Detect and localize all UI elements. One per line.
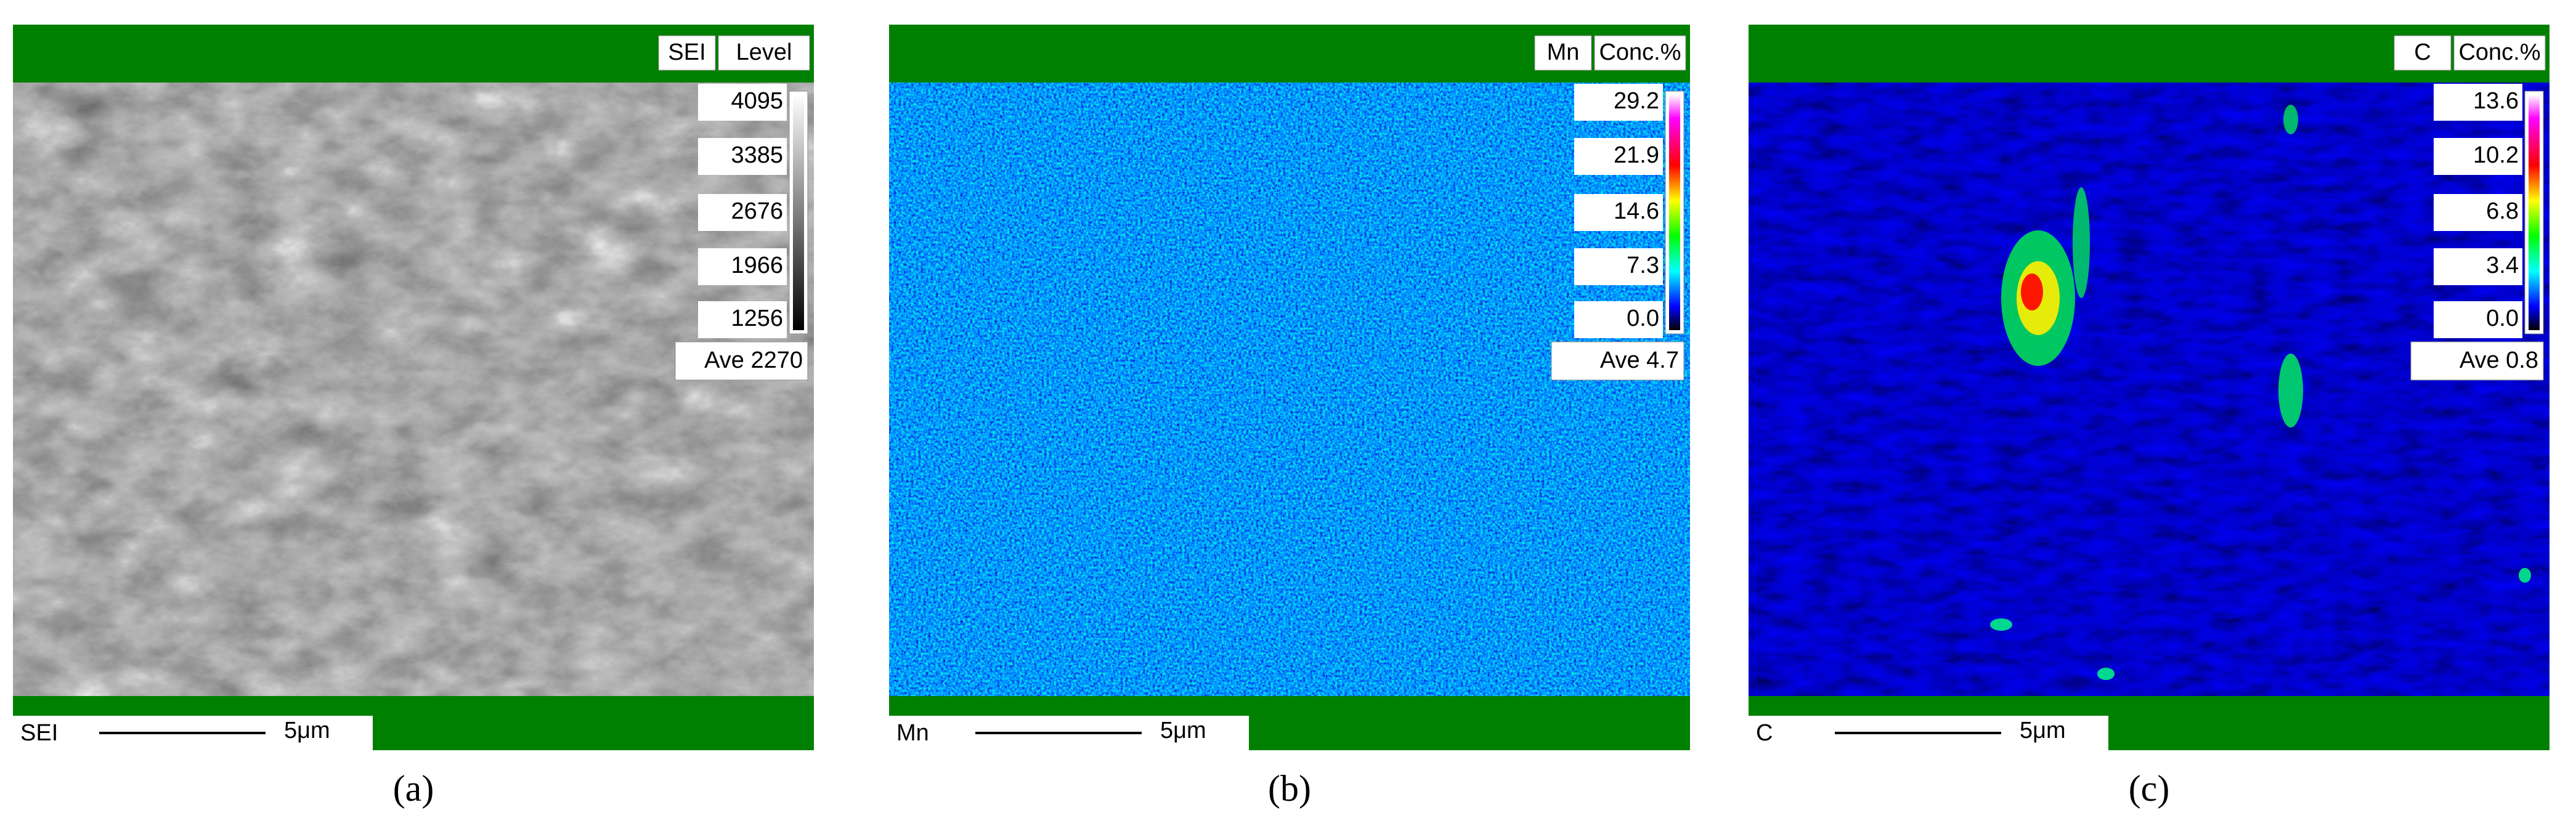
concentration-spot [2278, 354, 2303, 427]
bottom-label: SEI [20, 720, 58, 746]
tag-label: Conc.% [2458, 39, 2540, 65]
average-box [1551, 341, 1684, 381]
scale-tick-box [1574, 248, 1663, 285]
concentration-spot [2073, 187, 2090, 298]
scale-tick-label: 2676 [731, 198, 783, 224]
caption: (c) [2129, 768, 2170, 809]
scale-tick-box [698, 301, 787, 338]
scale-tick-box [1574, 194, 1663, 231]
scale-tick-label: 6.8 [2486, 198, 2519, 224]
tag-label: Level [736, 39, 792, 65]
colorbar [1669, 95, 1680, 330]
scale-tick-box [2434, 138, 2522, 175]
average-box [2410, 341, 2544, 381]
scale-tick-label: 21.9 [1614, 142, 1659, 168]
panel: Mn Conc.% 29.2 21.9 14.6 7.3 0.0 Ave 4.7 Mn 5μm (b… [889, 25, 1690, 809]
tag-box [718, 35, 810, 71]
scale-tick-label: 3385 [731, 142, 783, 168]
concentration-spot [1990, 618, 2012, 631]
bottom-label: C [1756, 720, 1773, 746]
average-label: Ave 4.7 [1600, 347, 1679, 373]
tag-label: Conc.% [1599, 39, 1681, 65]
scale-tick-box [1574, 84, 1663, 121]
scale-tick-label: 0.0 [1627, 306, 1659, 331]
scale-tick-box [2434, 248, 2522, 285]
panel: SEI Level 4095 3385 2676 1966 1256 Ave 2270 SEI 5… [13, 25, 814, 809]
scale-tick-box [698, 138, 787, 175]
scale-tick-label: 4095 [731, 88, 783, 114]
concentration-spot [2097, 668, 2115, 680]
map-texture [1749, 83, 2550, 696]
map-texture [889, 83, 1690, 696]
scale-tick-box [698, 84, 787, 121]
scale-tick-box [2434, 301, 2522, 338]
tag-box [1594, 35, 1686, 71]
colorbar [2529, 95, 2540, 330]
tag-label: C [2414, 39, 2431, 65]
scale-tick-box [1574, 301, 1663, 338]
tag-box [2453, 35, 2546, 71]
concentration-spot [2519, 568, 2531, 583]
scale-tick-label: 10.2 [2473, 142, 2519, 168]
scale-tick-label: 1256 [731, 306, 783, 331]
scale-tick-label: 0.0 [2486, 306, 2519, 331]
scale-tick-label: 7.3 [1627, 253, 1659, 278]
bottom-label: Mn [896, 720, 929, 746]
tag-box [1534, 35, 1592, 71]
tag-label: Mn [1547, 39, 1580, 65]
scale-tick-box [2434, 194, 2522, 231]
tag-label: SEI [668, 39, 705, 65]
scale-tick-box [698, 248, 787, 285]
map-texture [13, 83, 814, 696]
caption: (a) [393, 768, 434, 809]
scale-tick-box [2434, 84, 2522, 121]
scale-tick-box [1574, 138, 1663, 175]
scale-tick-box [698, 194, 787, 231]
scale-bar-label: 5μm [2020, 718, 2066, 743]
scale-tick-label: 3.4 [2486, 253, 2519, 278]
average-label: Ave 2270 [704, 347, 803, 373]
caption: (b) [1268, 768, 1311, 809]
panel: C Conc.% 13.6 10.2 6.8 3.4 0.0 Ave 0.8 C 5μm (c) [1749, 25, 2550, 809]
scale-tick-label: 1966 [731, 253, 783, 278]
scale-bar-label: 5μm [1160, 718, 1206, 743]
scale-tick-label: 29.2 [1614, 88, 1659, 114]
tag-box [658, 35, 716, 71]
colorbar [793, 95, 804, 330]
scale-tick-label: 13.6 [2473, 88, 2519, 114]
average-box [675, 341, 808, 381]
tag-box [2394, 35, 2452, 71]
concentration-spot [2021, 273, 2043, 310]
scale-tick-label: 14.6 [1614, 198, 1659, 224]
concentration-spot [2283, 105, 2298, 134]
scale-bar-label: 5μm [284, 718, 330, 743]
average-label: Ave 0.8 [2460, 347, 2538, 373]
